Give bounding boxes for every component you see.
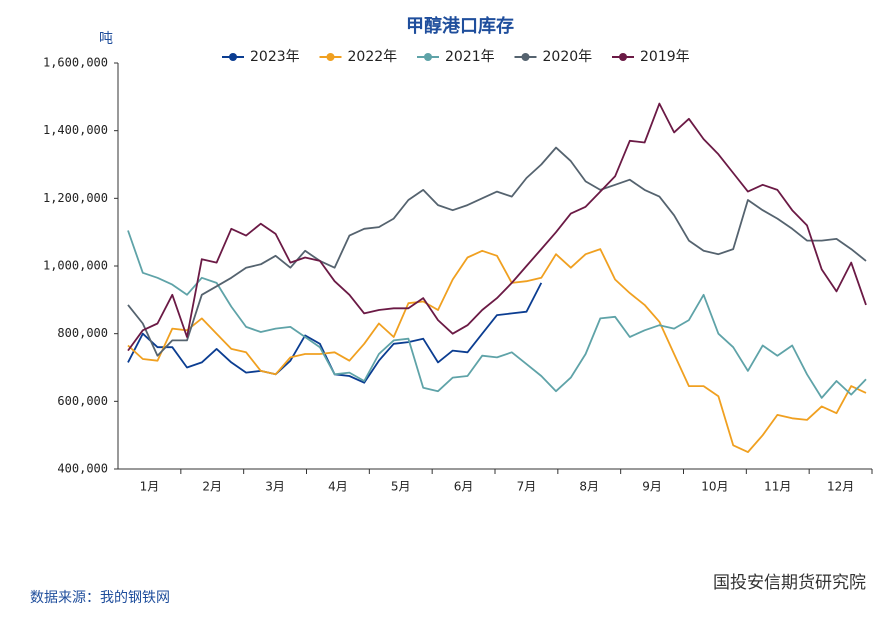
y-tick-label: 400,000 [57,462,108,476]
legend-label: 2023年 [250,49,300,65]
chart-title: 甲醇港口库存 [406,15,514,37]
y-tick-label: 1,200,000 [43,191,108,205]
legend-label: 2022年 [348,49,398,65]
legend-label: 2019年 [640,49,690,65]
legend-label: 2020年 [543,49,593,65]
y-tick-label: 1,600,000 [43,56,108,70]
source: 数据来源：我的钢铁网 [30,590,170,606]
x-tick-label: 9月 [642,480,662,494]
x-tick-label: 12月 [827,480,854,494]
series-line [127,248,867,453]
legend-dot [326,53,335,61]
x-tick-label: 4月 [328,480,348,494]
legend-dot [521,53,530,61]
y-tick-label: 1,000,000 [43,259,108,273]
y-tick-label: 1,400,000 [43,123,108,137]
legend-dot [619,53,627,61]
x-tick-label: 8月 [579,480,599,494]
watermark: 国投安信期货研究院 [713,573,866,593]
legend-dot [424,53,432,61]
y-unit: 吨 [99,31,113,47]
series-line [127,102,867,352]
x-tick-label: 10月 [701,480,728,494]
series-line [127,230,867,399]
y-tick-label: 800,000 [57,326,108,340]
legend-label: 2021年 [445,49,495,65]
x-tick-label: 3月 [265,480,285,494]
x-tick-label: 1月 [140,480,160,494]
x-tick-label: 5月 [391,480,411,494]
legend-dot [229,53,237,61]
y-tick-label: 600,000 [57,394,108,408]
x-tick-label: 7月 [517,480,537,494]
x-tick-label: 2月 [202,480,222,494]
x-tick-label: 6月 [454,480,474,494]
series-line [127,146,867,357]
x-tick-label: 11月 [764,480,791,494]
